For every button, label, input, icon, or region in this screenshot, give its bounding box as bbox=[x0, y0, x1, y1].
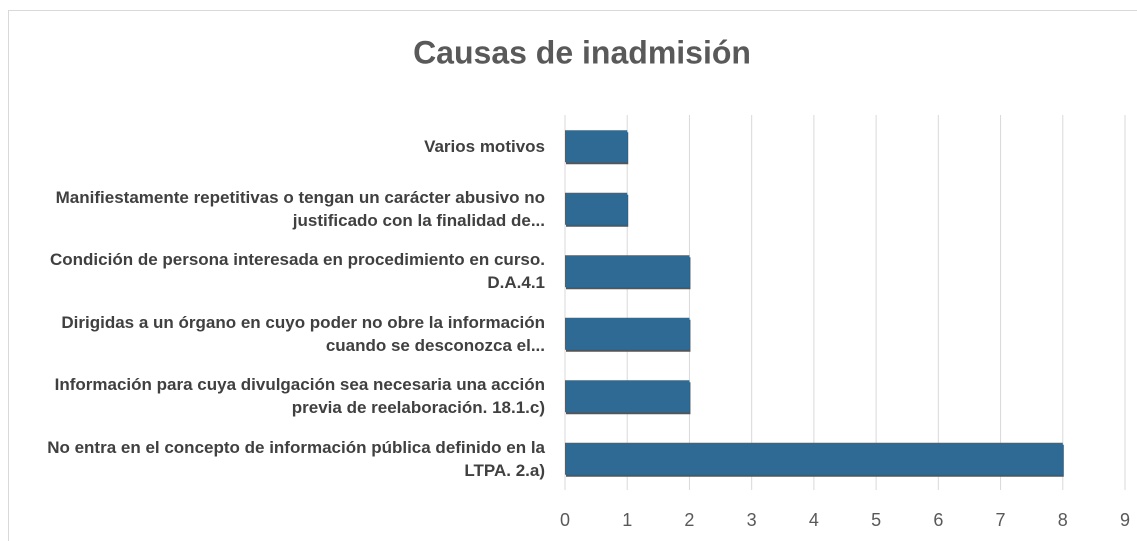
x-tick-label: 8 bbox=[1058, 510, 1068, 530]
bar bbox=[565, 130, 628, 163]
y-tick-label: Dirigidas a un órgano en cuyo poder no o… bbox=[61, 312, 545, 355]
x-tick-label: 9 bbox=[1120, 510, 1130, 530]
x-tick-label: 7 bbox=[996, 510, 1006, 530]
x-tick-label: 3 bbox=[747, 510, 757, 530]
bar bbox=[565, 317, 690, 350]
y-tick-label: Información para cuya divulgación sea ne… bbox=[54, 375, 545, 418]
x-tick-label: 2 bbox=[684, 510, 694, 530]
y-tick-label: Manifiestamente repetitivas o tengan un … bbox=[55, 187, 545, 230]
bar bbox=[565, 380, 690, 413]
x-tick-label: 4 bbox=[809, 510, 819, 530]
x-tick-label: 5 bbox=[871, 510, 881, 530]
y-tick-label: Condición de persona interesada en proce… bbox=[50, 250, 545, 293]
bar bbox=[565, 255, 690, 288]
x-tick-label: 6 bbox=[933, 510, 943, 530]
x-tick-label: 1 bbox=[622, 510, 632, 530]
y-tick-label: Varios motivos bbox=[424, 136, 545, 156]
x-tick-label: 0 bbox=[560, 510, 570, 530]
bar bbox=[565, 442, 1063, 475]
chart-title: Causas de inadmisión bbox=[413, 34, 751, 70]
y-tick-label: No entra en el concepto de información p… bbox=[47, 437, 545, 480]
bar bbox=[565, 192, 628, 225]
